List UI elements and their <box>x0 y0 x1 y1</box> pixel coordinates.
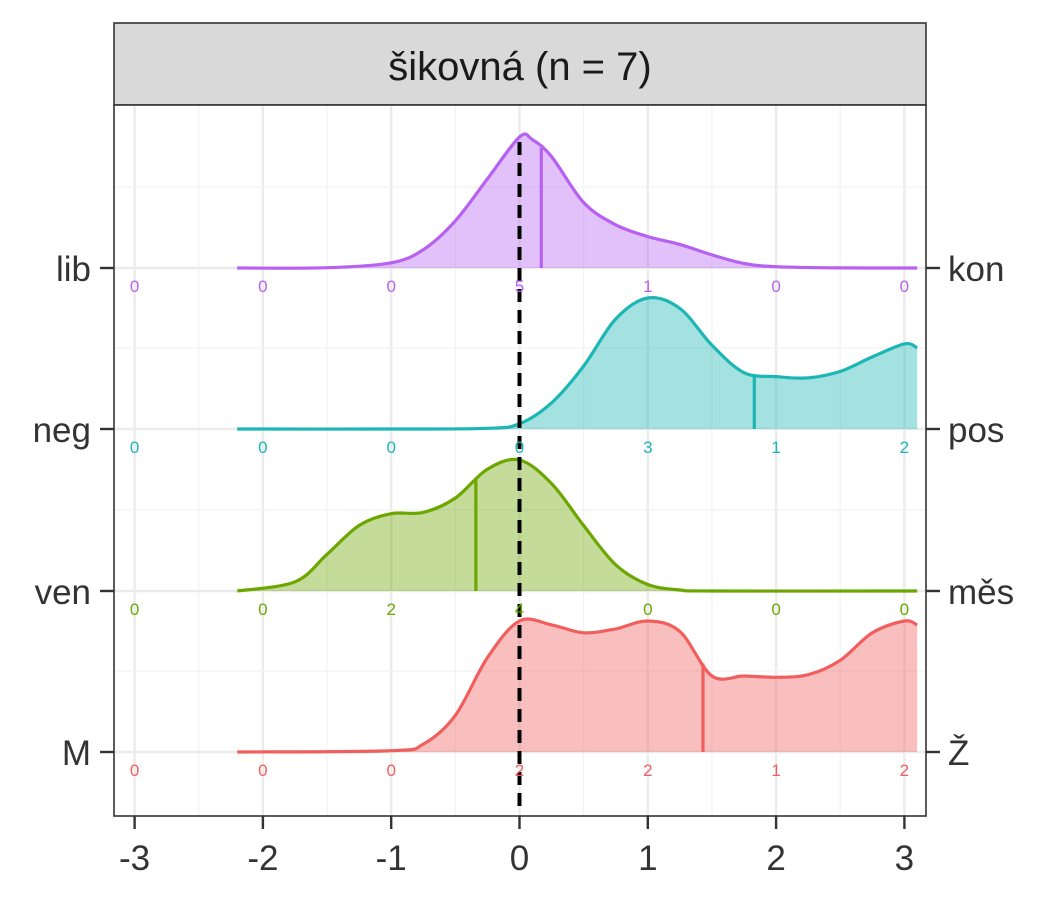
ridge-neg <box>237 296 918 431</box>
x-tick-label: 1 <box>638 839 657 878</box>
count-label: 0 <box>515 438 524 457</box>
x-tick-label: -1 <box>376 839 407 878</box>
x-tick-label: 2 <box>766 839 785 878</box>
y-label-left: neg <box>33 411 91 450</box>
count-label: 0 <box>130 277 139 296</box>
count-label: 2 <box>643 761 652 780</box>
count-label: 1 <box>643 277 652 296</box>
count-label: 0 <box>258 438 267 457</box>
facet-title: šikovná (n = 7) <box>388 45 651 89</box>
count-label: 0 <box>771 277 780 296</box>
count-label: 2 <box>515 761 524 780</box>
count-label: 0 <box>386 277 395 296</box>
count-label: 3 <box>643 438 652 457</box>
count-label: 0 <box>130 438 139 457</box>
density-area <box>237 134 918 269</box>
count-label: 1 <box>771 438 780 457</box>
count-label: 0 <box>130 761 139 780</box>
x-tick-label: 3 <box>895 839 914 878</box>
count-labels: 0 0 0 5 1 0 00 0 0 0 3 1 20 0 2 4 0 0 00 0 0 2 2 1 2 <box>130 277 909 780</box>
count-label: 0 <box>386 438 395 457</box>
x-tick-label: 0 <box>510 839 529 878</box>
count-label: 0 <box>643 600 652 619</box>
density-area <box>237 459 918 592</box>
density-line <box>237 132 918 270</box>
y-label-right: měs <box>948 573 1014 612</box>
y-label-right: pos <box>948 411 1004 450</box>
ridge-M <box>237 617 918 754</box>
density-area <box>237 297 918 430</box>
axes: lib kon neg pos ven měs M Ž -3 -2 -1 0 1 2 3 <box>33 250 1015 878</box>
facet-strip: šikovná (n = 7) <box>113 22 927 106</box>
y-label-left: lib <box>56 250 91 289</box>
x-tick-label: -2 <box>247 839 278 878</box>
ridge-lib <box>237 132 918 270</box>
x-tick-label: -3 <box>119 839 150 878</box>
count-label: 0 <box>130 600 139 619</box>
y-label-left: M <box>62 734 91 773</box>
count-label: 4 <box>515 600 524 619</box>
count-label: 0 <box>900 277 909 296</box>
density-line <box>237 296 918 431</box>
density-area <box>237 619 918 752</box>
count-label: 2 <box>900 438 909 457</box>
count-label: 0 <box>258 277 267 296</box>
y-label-right: Ž <box>948 734 969 773</box>
y-label-left: ven <box>35 573 91 612</box>
count-label: 2 <box>900 761 909 780</box>
density-ridges <box>236 132 918 754</box>
count-label: 0 <box>900 600 909 619</box>
count-label: 0 <box>258 600 267 619</box>
count-label: 0 <box>386 761 395 780</box>
count-label: 0 <box>771 600 780 619</box>
density-line <box>237 617 918 754</box>
count-label: 1 <box>771 761 780 780</box>
y-label-right: kon <box>948 250 1004 289</box>
count-label: 5 <box>515 277 524 296</box>
count-label: 2 <box>386 600 395 619</box>
count-label: 0 <box>258 761 267 780</box>
